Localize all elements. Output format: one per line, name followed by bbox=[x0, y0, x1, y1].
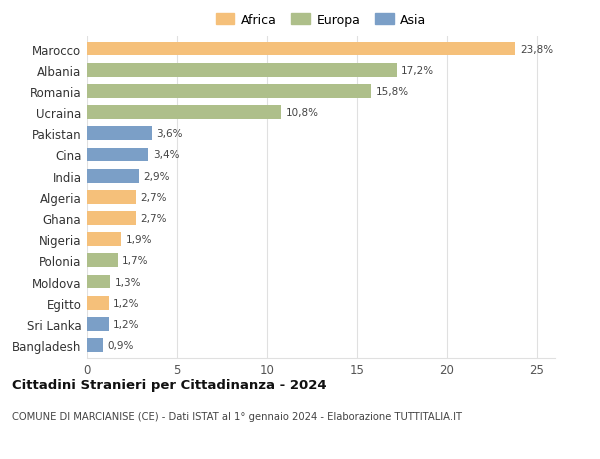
Bar bbox=[87, 317, 109, 331]
Text: Cittadini Stranieri per Cittadinanza - 2024: Cittadini Stranieri per Cittadinanza - 2… bbox=[12, 379, 326, 392]
Bar bbox=[87, 127, 152, 141]
Bar bbox=[87, 169, 139, 183]
Bar bbox=[87, 106, 281, 120]
Bar bbox=[87, 254, 118, 268]
Bar bbox=[87, 190, 136, 204]
Bar bbox=[87, 233, 121, 246]
Bar bbox=[87, 64, 397, 78]
Text: 1,9%: 1,9% bbox=[126, 235, 152, 245]
Bar bbox=[87, 43, 515, 56]
Text: 1,2%: 1,2% bbox=[113, 298, 140, 308]
Text: 2,7%: 2,7% bbox=[140, 192, 167, 202]
Legend: Africa, Europa, Asia: Africa, Europa, Asia bbox=[211, 9, 431, 32]
Bar bbox=[87, 212, 136, 225]
Text: 23,8%: 23,8% bbox=[520, 45, 553, 55]
Text: 3,4%: 3,4% bbox=[152, 150, 179, 160]
Bar bbox=[87, 148, 148, 162]
Bar bbox=[87, 338, 103, 352]
Text: 1,3%: 1,3% bbox=[115, 277, 142, 287]
Text: 10,8%: 10,8% bbox=[286, 108, 319, 118]
Text: COMUNE DI MARCIANISE (CE) - Dati ISTAT al 1° gennaio 2024 - Elaborazione TUTTITA: COMUNE DI MARCIANISE (CE) - Dati ISTAT a… bbox=[12, 411, 462, 421]
Text: 3,6%: 3,6% bbox=[156, 129, 183, 139]
Text: 0,9%: 0,9% bbox=[108, 340, 134, 350]
Bar bbox=[87, 85, 371, 99]
Text: 2,7%: 2,7% bbox=[140, 213, 167, 224]
Bar bbox=[87, 296, 109, 310]
Text: 15,8%: 15,8% bbox=[376, 87, 409, 97]
Bar bbox=[87, 275, 110, 289]
Text: 1,2%: 1,2% bbox=[113, 319, 140, 329]
Text: 1,7%: 1,7% bbox=[122, 256, 149, 266]
Text: 17,2%: 17,2% bbox=[401, 66, 434, 76]
Text: 2,9%: 2,9% bbox=[144, 171, 170, 181]
